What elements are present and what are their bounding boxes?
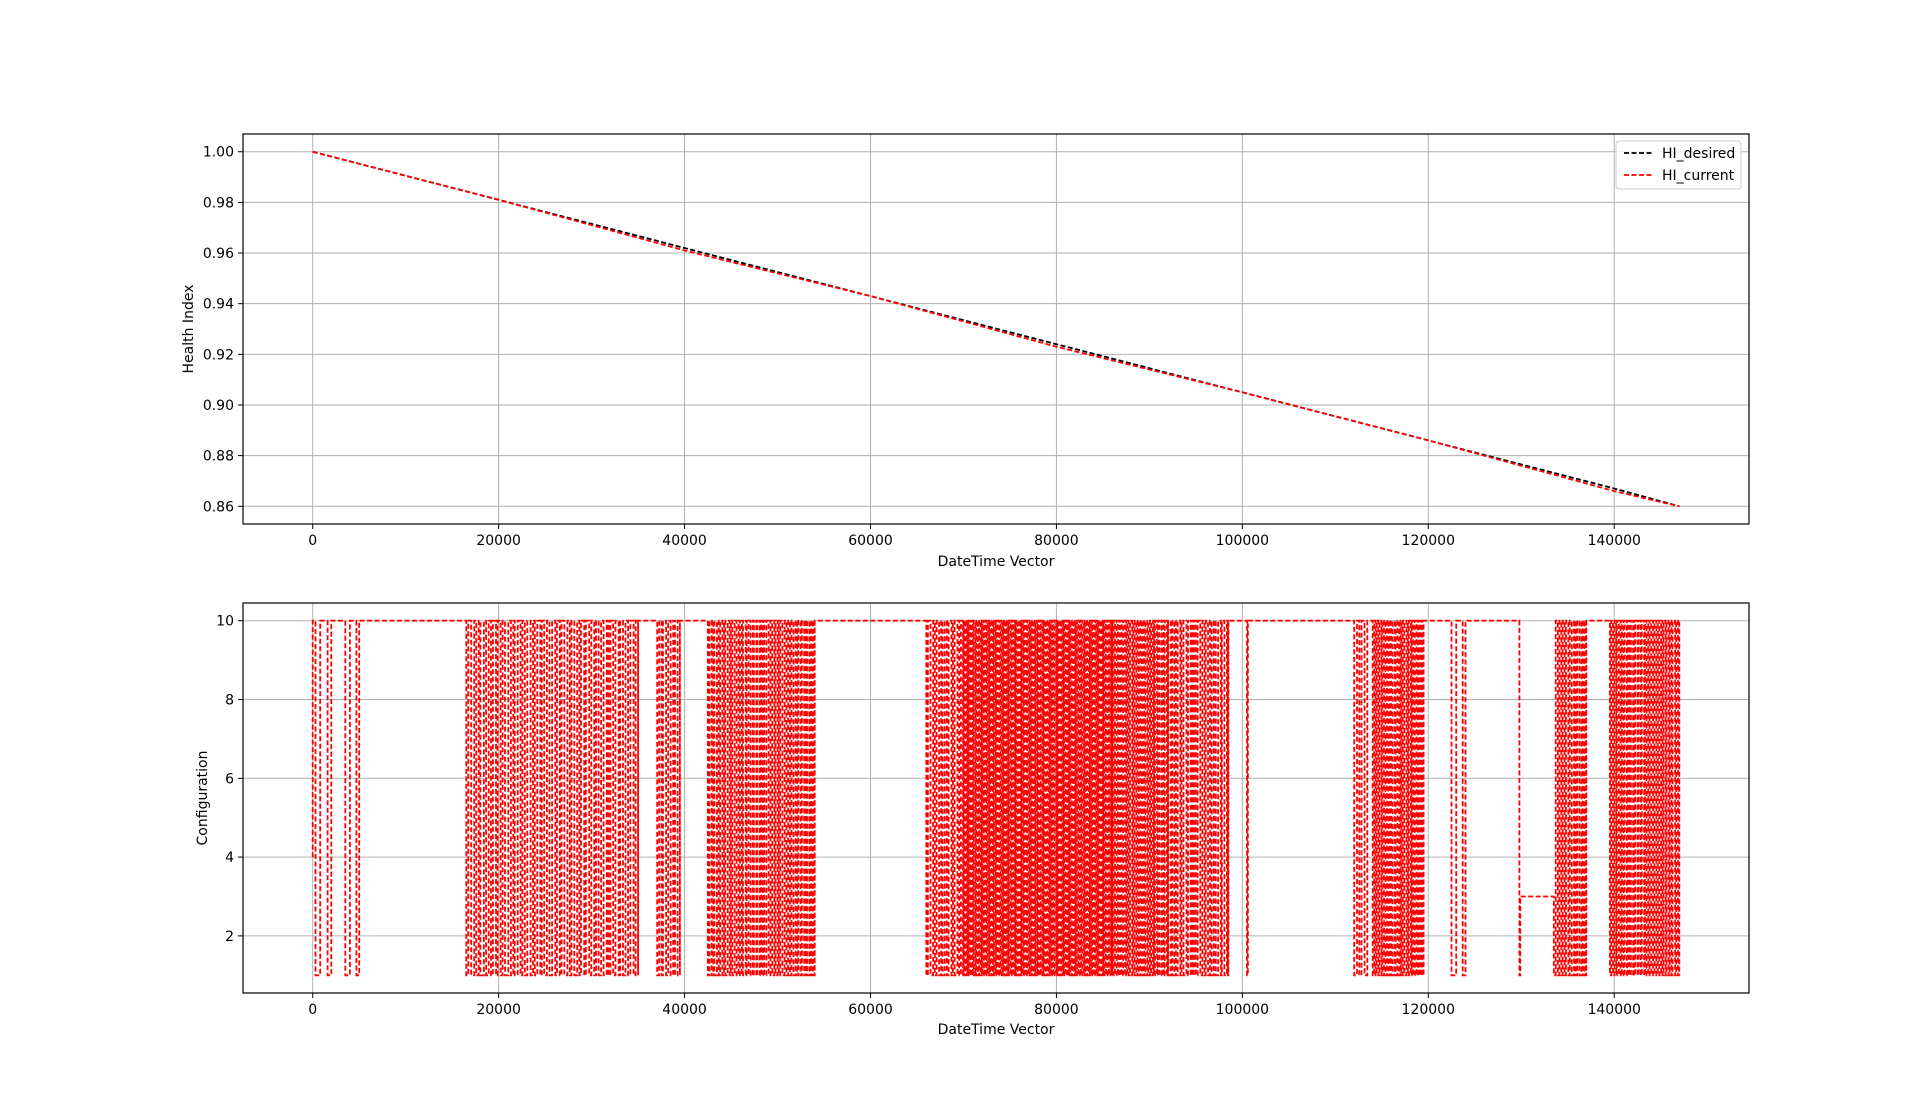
health-index-x-tick-label: 100000: [1216, 533, 1269, 549]
configuration-y-tick-label: 10: [216, 614, 234, 630]
configuration-y-tick-label: 6: [225, 771, 234, 787]
legend-label-hi-desired: HI_desired: [1662, 146, 1735, 162]
series-line-configuration: [311, 619, 1681, 977]
legend: HI_desired HI_current: [1615, 140, 1742, 190]
health-index-y-tick-label: 0.90: [203, 398, 234, 414]
health-index-axes-frame: [242, 133, 1750, 525]
health-index-gridlines: [243, 134, 1749, 524]
configuration-x-tick-label: 20000: [476, 1002, 521, 1018]
configuration-y-tick-label: 8: [225, 693, 234, 709]
health-index-x-tick-label: 20000: [476, 533, 521, 549]
health-index-y-tick-label: 0.88: [203, 449, 234, 465]
configuration-chart: 0 20000 40000 60000 80000 100000 120000 140000 …: [195, 602, 1750, 1038]
series-line-hi-current: [312, 150, 1680, 508]
configuration-x-tick-label: 40000: [662, 1002, 707, 1018]
configuration-x-ticks: 0 20000 40000 60000 80000 100000 120000 140000: [308, 993, 1641, 1018]
configuration-x-tick-label: 0: [308, 1002, 317, 1018]
configuration-x-axis-label: DateTime Vector: [938, 1022, 1055, 1038]
health-index-y-tick-label: 0.98: [203, 195, 234, 211]
configuration-series: [311, 619, 1681, 977]
configuration-y-ticks: 2 4 6 8 10: [216, 614, 243, 945]
health-index-x-tick-label: 140000: [1587, 533, 1640, 549]
health-index-x-tick-label: 120000: [1402, 533, 1455, 549]
legend-label-hi-current: HI_current: [1662, 168, 1735, 184]
health-index-y-tick-label: 0.86: [203, 499, 234, 515]
configuration-y-axis-label: Configuration: [195, 751, 211, 846]
configuration-x-tick-label: 60000: [848, 1002, 893, 1018]
health-index-y-tick-label: 1.00: [203, 145, 234, 161]
health-index-x-ticks: 0 20000 40000 60000 80000 100000 120000 140000: [308, 524, 1641, 549]
health-index-x-tick-label: 40000: [662, 533, 707, 549]
health-index-y-tick-label: 0.92: [203, 347, 234, 363]
health-index-x-axis-label: DateTime Vector: [938, 554, 1055, 570]
health-index-y-tick-label: 0.94: [203, 297, 234, 313]
health-index-x-tick-label: 0: [308, 533, 317, 549]
configuration-y-tick-label: 4: [225, 850, 234, 866]
health-index-y-tick-label: 0.96: [203, 246, 234, 262]
configuration-axes-frame: [242, 602, 1750, 994]
health-index-y-ticks: 0.86 0.88 0.90 0.92 0.94 0.96 0.98 1.00: [203, 145, 243, 515]
configuration-y-tick-label: 2: [225, 929, 234, 945]
configuration-x-tick-label: 140000: [1587, 1002, 1640, 1018]
health-index-x-tick-label: 60000: [848, 533, 893, 549]
health-index-chart: 0 20000 40000 60000 80000 100000 120000 140000 …: [181, 133, 1750, 570]
health-index-x-tick-label: 80000: [1034, 533, 1079, 549]
configuration-x-tick-label: 100000: [1216, 1002, 1269, 1018]
configuration-x-tick-label: 120000: [1402, 1002, 1455, 1018]
health-index-y-axis-label: Health Index: [181, 285, 197, 374]
configuration-x-tick-label: 80000: [1034, 1002, 1079, 1018]
health-index-series: [312, 150, 1680, 508]
